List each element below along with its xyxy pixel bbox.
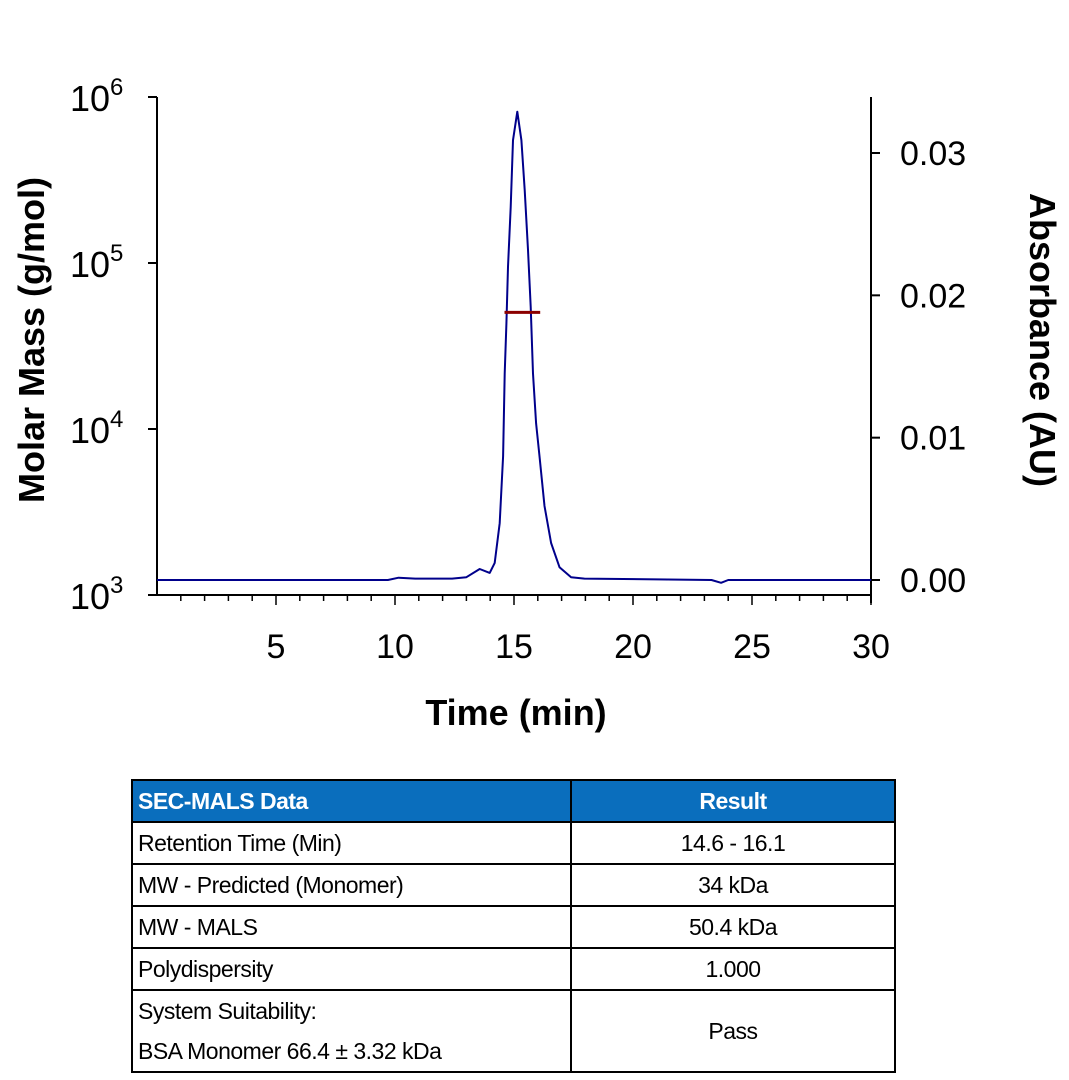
y-left-tick-label: 106	[70, 74, 123, 119]
sec-mals-chart: Molar Mass (g/mol) Absorbance (AU) Time …	[11, 74, 1063, 733]
header-sec-mals-data: SEC-MALS Data	[131, 779, 572, 823]
tick-exponent: 4	[110, 406, 123, 433]
y-right-tick-label: 0.02	[900, 277, 966, 315]
row-value: 14.6 - 16.1	[570, 821, 896, 865]
x-tick-label: 10	[376, 628, 414, 666]
row-label-line2: BSA Monomer 66.4 ± 3.32 kDa	[138, 1038, 442, 1064]
table-row: Polydispersity 1.000	[131, 947, 896, 991]
x-axis-label: Time (min)	[425, 692, 606, 733]
absorbance-trace	[157, 110, 871, 584]
x-tick-label: 25	[733, 628, 771, 666]
table-header-row: SEC-MALS Data Result	[131, 779, 896, 823]
y-left-tick-label: 104	[70, 406, 123, 451]
y-left-tick-label: 103	[70, 572, 123, 617]
y-axis-right-label: Absorbance (AU)	[1022, 193, 1063, 487]
row-label: MW - Predicted (Monomer)	[131, 863, 572, 907]
tick-base: 10	[70, 410, 110, 451]
y-left-tick-label: 105	[70, 240, 123, 285]
tick-base: 10	[70, 244, 110, 285]
tick-exponent: 5	[110, 240, 123, 267]
x-tick-label: 20	[614, 628, 652, 666]
row-value: 34 kDa	[570, 863, 896, 907]
header-result: Result	[570, 779, 896, 823]
tick-exponent: 3	[110, 572, 123, 599]
row-label: Retention Time (Min)	[131, 821, 572, 865]
row-value: Pass	[570, 989, 896, 1073]
row-label: MW - MALS	[131, 905, 572, 949]
x-tick-label: 15	[495, 628, 533, 666]
tick-base: 10	[70, 576, 110, 617]
table-row: MW - Predicted (Monomer) 34 kDa	[131, 863, 896, 907]
table-row: System Suitability: BSA Monomer 66.4 ± 3…	[131, 989, 896, 1073]
x-tick-label: 30	[852, 628, 890, 666]
row-label: System Suitability: BSA Monomer 66.4 ± 3…	[131, 989, 572, 1073]
y-right-tick-label: 0.03	[900, 135, 966, 173]
row-value: 1.000	[570, 947, 896, 991]
y-right-tick-label: 0.01	[900, 420, 966, 458]
y-axis-left-label: Molar Mass (g/mol)	[11, 177, 52, 503]
table-row: MW - MALS 50.4 kDa	[131, 905, 896, 949]
row-value: 50.4 kDa	[570, 905, 896, 949]
sec-mals-table: SEC-MALS Data Result Retention Time (Min…	[131, 779, 896, 1073]
y-right-tick-label: 0.00	[900, 562, 966, 600]
table-row: Retention Time (Min) 14.6 - 16.1	[131, 821, 896, 865]
row-label: Polydispersity	[131, 947, 572, 991]
tick-base: 10	[70, 78, 110, 119]
x-tick-label: 5	[267, 628, 286, 666]
tick-exponent: 6	[110, 74, 123, 101]
row-label-line1: System Suitability:	[138, 998, 317, 1024]
